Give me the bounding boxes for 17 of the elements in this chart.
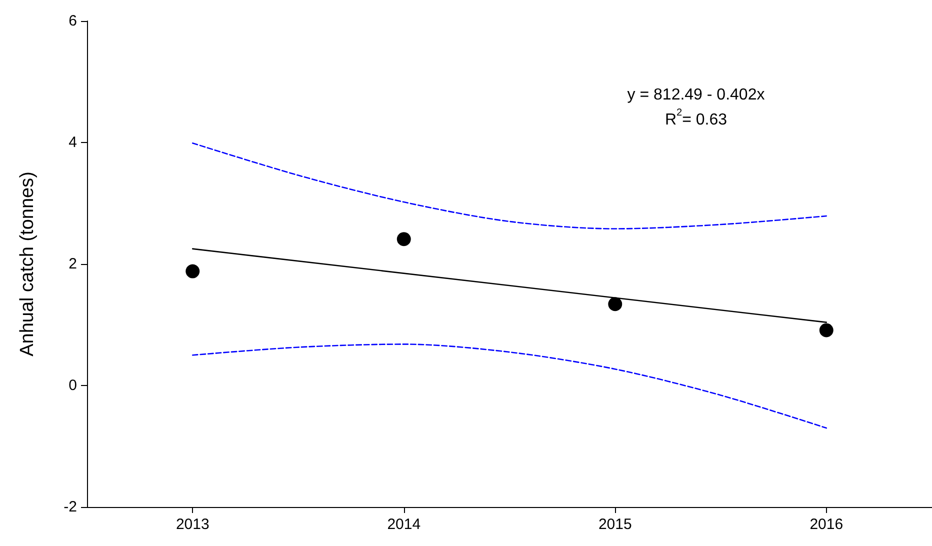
y-tick-label: -2 — [64, 498, 77, 516]
y-tick-label: 4 — [68, 134, 77, 151]
annotation: y = 812.49 - 0.402x — [627, 86, 765, 104]
point — [608, 297, 622, 312]
x-tick-label: 2014 — [387, 516, 421, 533]
y-tick-label: 2 — [68, 256, 77, 272]
point — [819, 323, 834, 338]
point — [186, 264, 200, 278]
y-tick-label: 0 — [68, 377, 77, 394]
x-tick-label: 2013 — [176, 516, 210, 533]
y-axis-title: Anhual catch (tonnes) — [17, 172, 38, 356]
x-tick-label: 2015 — [598, 516, 632, 533]
x-tick-label: 2016 — [810, 516, 844, 533]
point — [396, 232, 411, 246]
y-tick-label: 6 — [68, 12, 77, 30]
line-series — [192, 344, 828, 429]
line-series — [192, 142, 828, 230]
